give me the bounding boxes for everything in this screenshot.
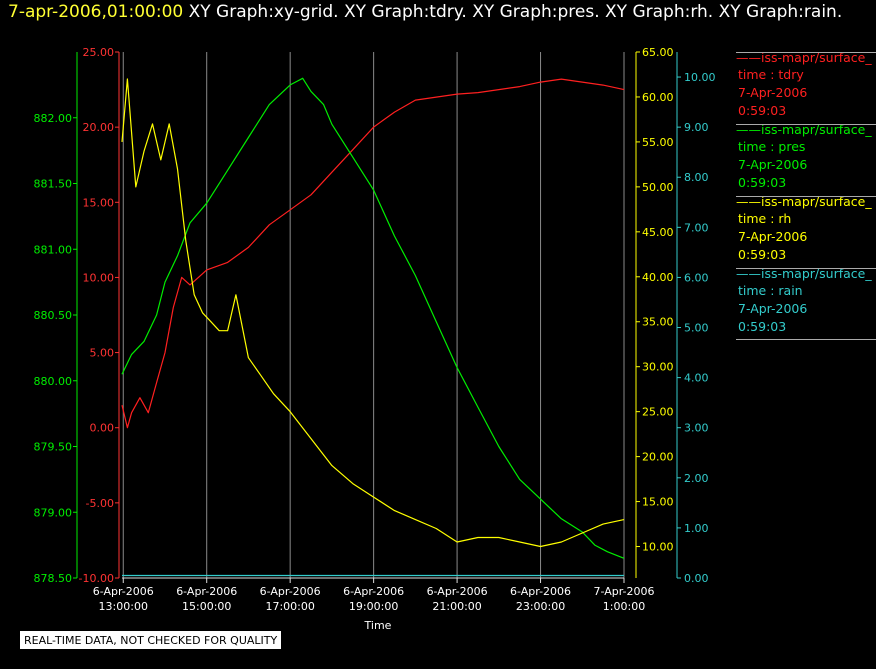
legend-variable: time : rain [738,283,803,298]
time-tick-date: 6-Apr-2006 [260,585,321,598]
legend-series-name: iss-mapr/surface_ [761,52,872,65]
tdry-tick-label: 5.00 [90,347,115,360]
pres-tick-label: 881.00 [34,243,73,256]
pres-tick-label: 880.50 [34,309,73,322]
rain-tick-label: 7.00 [684,221,709,234]
pres-tick-label: 879.50 [34,441,73,454]
chart-series [121,77,625,577]
time-tick-time: 13:00:00 [99,600,148,613]
time-tick-date: 6-Apr-2006 [510,585,571,598]
tdry-tick-label: 0.00 [90,422,115,435]
rh-tick-label: 30.00 [642,361,674,374]
header-graph-list: XY Graph:xy-grid. XY Graph:tdry. XY Grap… [188,2,843,22]
legend-entry-pres: ——iss-mapr/surface_ time : pres 7-Apr-20… [736,124,876,194]
legend-variable: time : tdry [738,67,804,82]
rh-tick-label: 45.00 [642,226,674,239]
tdry-tick-label: 10.00 [83,271,115,284]
rain-tick-label: 1.00 [684,522,709,535]
rh-tick-label: 20.00 [642,451,674,464]
legend-time: 0:59:03 [738,103,787,118]
legend-entry-rain: ——iss-mapr/surface_ time : rain 7-Apr-20… [736,268,876,340]
time-axis-label: Time [364,619,392,632]
time-tick-date: 6-Apr-2006 [427,585,488,598]
legend-variable: time : pres [738,139,806,154]
legend-header: ——iss-mapr/surface_ [736,196,876,211]
legend-entry-rh: ——iss-mapr/surface_ time : rh 7-Apr-2006… [736,196,876,266]
rain-tick-label: 3.00 [684,422,709,435]
rh-tick-label: 50.00 [642,181,674,194]
legend-entry-tdry: ——iss-mapr/surface_ time : tdry 7-Apr-20… [736,52,876,122]
data-quality-notice: REAL-TIME DATA, NOT CHECKED FOR QUALITY [20,631,282,649]
time-tick-time: 19:00:00 [349,600,398,613]
legend-time: 0:59:03 [738,247,787,262]
rh-tick-label: 60.00 [642,91,674,104]
pres-series-line [121,77,625,559]
legend-series-name: iss-mapr/surface_ [761,268,872,281]
rh-tick-label: 10.00 [642,541,674,554]
time-tick-date: 6-Apr-2006 [343,585,404,598]
legend-header: ——iss-mapr/surface_ [736,124,876,139]
rh-tick-label: 65.00 [642,46,674,59]
legend-date: 7-Apr-2006 [738,301,808,316]
header-timestamp: 7-apr-2006,01:00:00 [8,2,184,22]
time-gridlines [122,52,625,578]
pres-tick-label: 880.00 [34,375,73,388]
tdry-tick-label: 25.00 [83,46,115,59]
rain-tick-label: 9.00 [684,121,709,134]
time-axis: 6-Apr-2006 13:00:00 6-Apr-2006 15:00:00 6-Ap… [93,577,655,632]
chart-header: 7-apr-2006,01:00:00 XY Graph:xy-grid. XY… [8,2,842,22]
legend-series-name: iss-mapr/surface_ [761,196,872,209]
pres-tick-label: 882.00 [34,112,73,125]
time-tick-date: 7-Apr-2006 [593,585,654,598]
chart-axes: 878.50 879.00 879.50 880.00 880.50 881.00 881.… [34,46,716,585]
legend-date: 7-Apr-2006 [738,85,808,100]
time-tick-time: 15:00:00 [182,600,231,613]
rain-tick-label: 10.00 [684,71,716,84]
rain-tick-label: 5.00 [684,322,709,335]
rh-series-line [121,78,625,548]
rh-tick-label: 55.00 [642,136,674,149]
legend-series-name: iss-mapr/surface_ [761,124,872,137]
tdry-tick-label: 20.00 [83,121,115,134]
rain-tick-label: 2.00 [684,472,709,485]
legend-date: 7-Apr-2006 [738,229,808,244]
time-tick-date: 6-Apr-2006 [93,585,154,598]
time-tick-date: 6-Apr-2006 [176,585,237,598]
legend-variable: time : rh [738,211,792,226]
rh-tick-label: 35.00 [642,316,674,329]
legend-time: 0:59:03 [738,175,787,190]
rain-tick-label: 8.00 [684,171,709,184]
pres-tick-label: 878.50 [34,572,73,585]
rh-tick-label: 40.00 [642,271,674,284]
pres-tick-label: 879.00 [34,506,73,519]
tdry-tick-label: -5.00 [86,497,114,510]
tdry-tick-label: 15.00 [83,196,115,209]
pres-tick-label: 881.50 [34,178,73,191]
tdry-series-line [121,78,625,429]
time-tick-time: 1:00:00 [603,600,645,613]
legend-date: 7-Apr-2006 [738,157,808,172]
rain-tick-label: 6.00 [684,271,709,284]
legend-time: 0:59:03 [738,319,787,334]
legend-header: ——iss-mapr/surface_ [736,268,876,283]
time-tick-time: 23:00:00 [516,600,565,613]
rain-tick-label: 0.00 [684,572,709,585]
legend-header: ——iss-mapr/surface_ [736,52,876,67]
time-tick-time: 21:00:00 [432,600,481,613]
rain-tick-label: 4.00 [684,372,709,385]
tdry-tick-label: -10.00 [79,572,114,585]
rh-tick-label: 25.00 [642,406,674,419]
time-tick-time: 17:00:00 [265,600,314,613]
rh-tick-label: 15.00 [642,496,674,509]
